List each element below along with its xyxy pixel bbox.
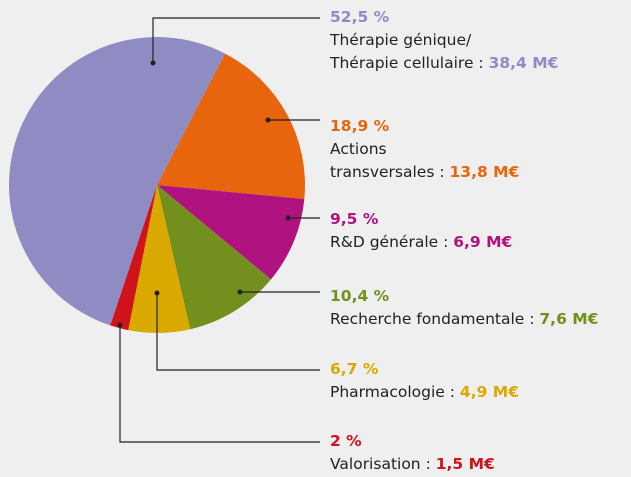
slice-label: 52,5 % Thérapie génique/ Thérapie cellula… [330, 6, 558, 75]
amount-label: 4,9 M€ [459, 383, 519, 401]
category-name: R&D générale [330, 233, 439, 251]
amount-label: 13,8 M€ [449, 163, 520, 181]
separator: : [434, 163, 450, 181]
pie-slice [128, 185, 191, 333]
separator: : [524, 310, 540, 328]
separator: : [438, 233, 454, 251]
leader-dot [285, 215, 291, 221]
separator: : [444, 383, 460, 401]
amount-label: 7,6 M€ [539, 310, 599, 328]
category-line: Valorisation : 1,5 M€ [330, 453, 495, 476]
category-line: Recherche fondamentale : 7,6 M€ [330, 308, 598, 331]
leader-line [156, 293, 320, 371]
category-name: Actions transversales [330, 140, 435, 181]
separator: : [473, 54, 489, 72]
pie-slice [157, 185, 305, 280]
percent-label: 6,7 % [330, 360, 379, 378]
slice-label: 2 % Valorisation : 1,5 M€ [330, 430, 495, 476]
percent-label: 10,4 % [330, 287, 390, 305]
category-line: Thérapie génique/ Thérapie cellulaire : … [330, 29, 558, 75]
slice-label: 18,9 % Actions transversales : 13,8 M€ [330, 115, 519, 184]
percent-label: 52,5 % [330, 8, 390, 26]
leader-dot [265, 117, 271, 123]
category-name: Valorisation [330, 455, 421, 473]
leader-line [152, 17, 320, 63]
leader-dot [154, 290, 160, 296]
category-line: Pharmacologie : 4,9 M€ [330, 381, 519, 404]
category-line: Actions transversales : 13,8 M€ [330, 138, 519, 184]
amount-label: 6,9 M€ [453, 233, 513, 251]
pie-slice [9, 37, 226, 326]
slice-label: 10,4 % Recherche fondamentale : 7,6 M€ [330, 285, 598, 331]
leader-line [119, 325, 320, 443]
separator: : [420, 455, 436, 473]
category-name: Recherche fondamentale [330, 310, 525, 328]
category-name: Pharmacologie [330, 383, 445, 401]
pie-slice [157, 185, 271, 330]
percent-label: 2 % [330, 432, 362, 450]
category-name: Thérapie génique/ Thérapie cellulaire [330, 31, 474, 72]
amount-label: 1,5 M€ [435, 455, 495, 473]
leader-dot [117, 322, 123, 328]
slice-label: 6,7 % Pharmacologie : 4,9 M€ [330, 358, 519, 404]
pie-slice [110, 185, 157, 331]
leader-dot [150, 60, 156, 66]
category-line: R&D générale : 6,9 M€ [330, 231, 512, 254]
amount-label: 38,4 M€ [488, 54, 559, 72]
percent-label: 9,5 % [330, 210, 379, 228]
pie-slice [157, 53, 305, 200]
percent-label: 18,9 % [330, 117, 390, 135]
slice-label: 9,5 % R&D générale : 6,9 M€ [330, 208, 512, 254]
leader-dot [237, 289, 243, 295]
